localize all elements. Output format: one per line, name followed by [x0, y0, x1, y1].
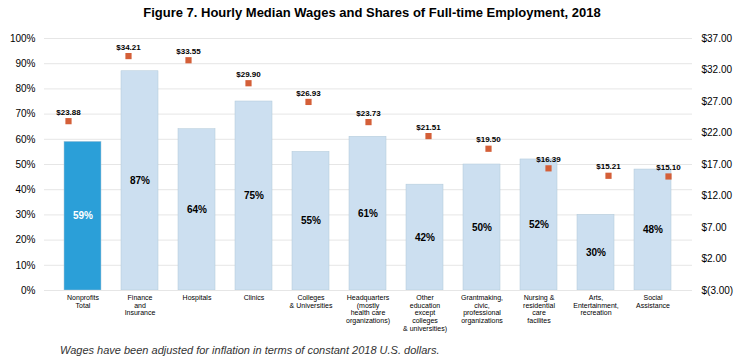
svg-text:52%: 52% — [529, 219, 549, 230]
svg-text:80%: 80% — [15, 83, 35, 94]
svg-text:$21.51: $21.51 — [416, 123, 441, 132]
svg-text:$33.55: $33.55 — [176, 47, 201, 56]
svg-text:$37.00: $37.00 — [702, 33, 733, 44]
svg-text:20%: 20% — [15, 234, 35, 245]
svg-text:$22.00: $22.00 — [702, 127, 733, 138]
svg-text:87%: 87% — [130, 175, 150, 186]
svg-text:Othereducationexceptcolleges&: Othereducationexceptcolleges& universiti… — [403, 294, 447, 333]
html-text:Figure 7. Hourly Median Wages: Figure 7. Hourly Median Wages and Shares… — [143, 5, 601, 20]
svg-text:$17.00: $17.00 — [702, 159, 733, 170]
svg-text:64%: 64% — [187, 204, 207, 215]
svg-text:10%: 10% — [15, 260, 35, 271]
svg-text:Headquarters(mostlyhealth care: Headquarters(mostlyhealth careorganizati… — [346, 294, 390, 325]
svg-text:0%: 0% — [21, 285, 36, 296]
svg-text:48%: 48% — [643, 224, 663, 235]
svg-text:Colleges& Universities: Colleges& Universities — [290, 294, 333, 309]
svg-text:Arts,Entertainment,recreation: Arts,Entertainment,recreation — [573, 294, 619, 316]
svg-text:Nursing &residentialcarefacili: Nursing &residentialcarefacilites — [523, 294, 555, 324]
svg-text:55%: 55% — [301, 215, 321, 226]
svg-text:$19.50: $19.50 — [476, 135, 501, 144]
svg-text:$15.21: $15.21 — [596, 162, 621, 171]
svg-text:$34.21: $34.21 — [116, 43, 141, 52]
svg-text:NonprofitsTotal: NonprofitsTotal — [67, 294, 99, 309]
svg-text:$27.00: $27.00 — [702, 96, 733, 107]
svg-text:75%: 75% — [244, 190, 264, 201]
svg-text:Hospitals: Hospitals — [183, 294, 212, 302]
svg-text:61%: 61% — [358, 208, 378, 219]
svg-text:Grantmaking,civic,professional: Grantmaking,civic,professionalorganizati… — [461, 294, 503, 325]
svg-text:30%: 30% — [586, 247, 606, 258]
svg-text:50%: 50% — [15, 159, 35, 170]
svg-text:$15.10: $15.10 — [656, 163, 681, 172]
svg-text:30%: 30% — [15, 209, 35, 220]
svg-text:SocialAssistance: SocialAssistance — [636, 294, 670, 309]
svg-text:$23.73: $23.73 — [356, 109, 381, 118]
html-text:Wages have been adjusted for i: Wages have been adjusted for inflation i… — [60, 344, 440, 356]
svg-text:$32.00: $32.00 — [702, 64, 733, 75]
svg-text:$2.00: $2.00 — [702, 253, 727, 264]
svg-text:60%: 60% — [15, 134, 35, 145]
svg-text:100%: 100% — [10, 33, 36, 44]
svg-text:59%: 59% — [73, 210, 93, 221]
svg-text:$12.00: $12.00 — [702, 190, 733, 201]
svg-text:50%: 50% — [472, 222, 492, 233]
svg-text:$29.90: $29.90 — [236, 70, 261, 79]
svg-text:90%: 90% — [15, 58, 35, 69]
svg-text:FinanceandInsurance: FinanceandInsurance — [125, 294, 156, 316]
svg-text:$7.00: $7.00 — [702, 222, 727, 233]
svg-text:$23.88: $23.88 — [56, 108, 81, 117]
svg-text:$26.93: $26.93 — [296, 89, 321, 98]
svg-text:42%: 42% — [415, 232, 435, 243]
svg-text:$16.39: $16.39 — [536, 155, 561, 164]
svg-text:$(3.00): $(3.00) — [702, 285, 734, 296]
svg-text:70%: 70% — [15, 108, 35, 119]
svg-text:Clinics: Clinics — [244, 294, 265, 301]
svg-text:40%: 40% — [15, 184, 35, 195]
